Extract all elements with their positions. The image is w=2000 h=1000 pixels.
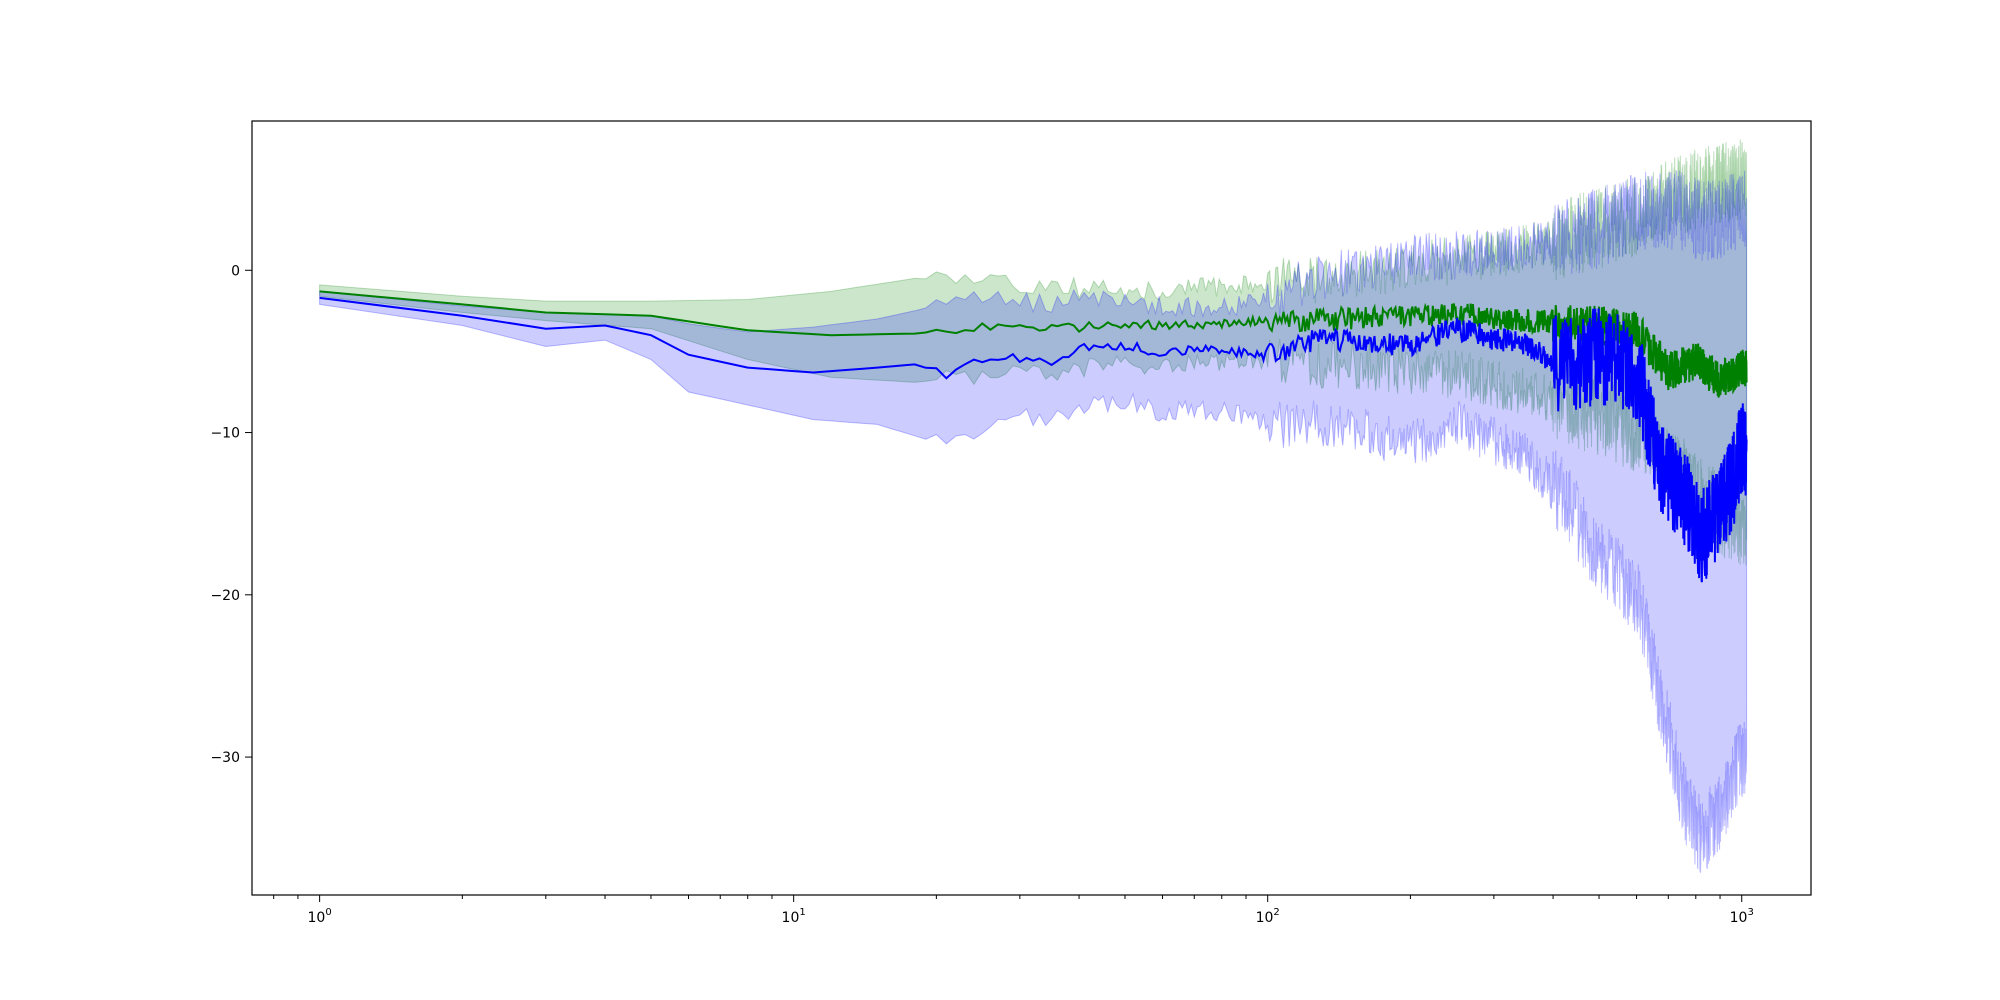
series-1-band xyxy=(319,139,1748,566)
series-2-line xyxy=(319,296,1748,583)
x-tick-label: 102 xyxy=(1256,907,1280,926)
x-axis: 100 101 102 103 xyxy=(273,895,1754,926)
y-tick-label: −30 xyxy=(210,750,240,766)
series-lines xyxy=(319,290,1748,583)
plot-frame xyxy=(251,120,1812,896)
series-1-line xyxy=(319,290,1748,399)
y-tick-label: −20 xyxy=(210,588,240,604)
x-tick-label: 101 xyxy=(782,907,806,926)
confidence-bands xyxy=(319,139,1748,873)
x-tick-label: 103 xyxy=(1730,907,1754,926)
series-2-band xyxy=(319,170,1748,873)
x-tick-label: 100 xyxy=(308,907,332,926)
y-tick-label: 0 xyxy=(231,263,240,279)
y-axis: 0 −10 −20 −30 xyxy=(210,263,252,766)
y-tick-label: −10 xyxy=(210,426,240,442)
